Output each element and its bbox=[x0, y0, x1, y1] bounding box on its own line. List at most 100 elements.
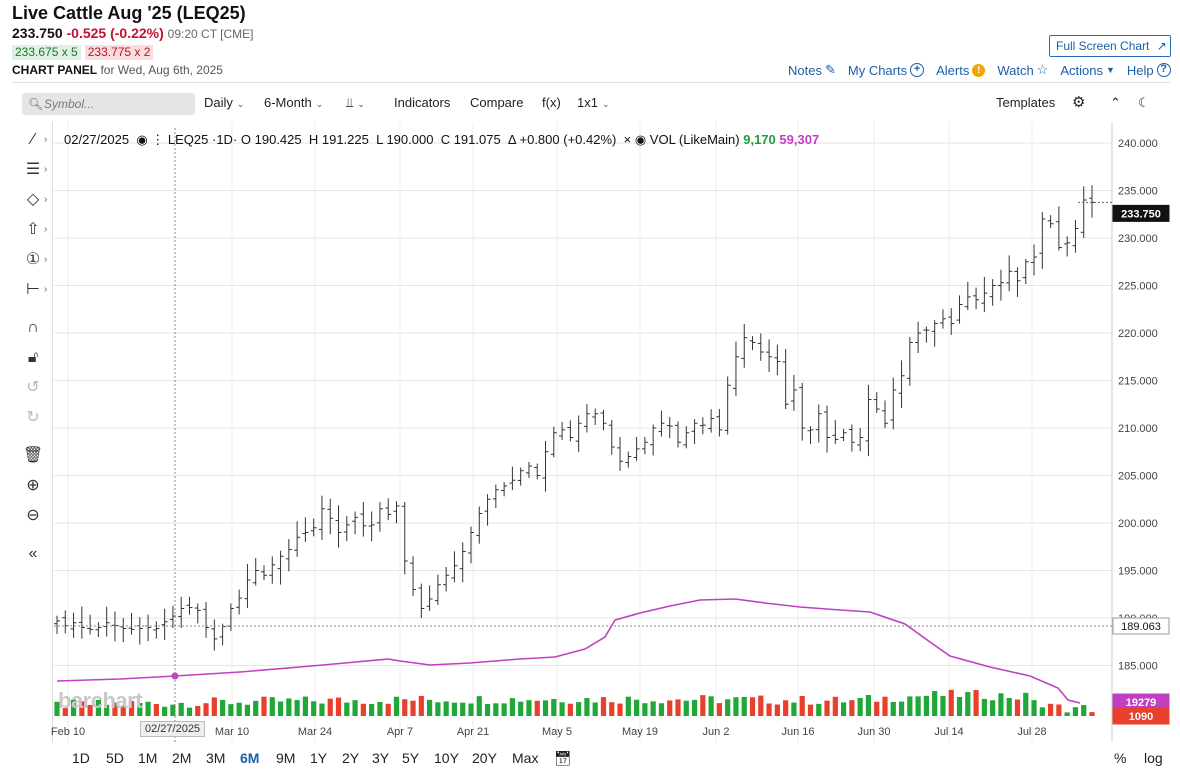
x-tick-label: Jul 28 bbox=[1017, 726, 1046, 738]
volume-bar bbox=[377, 702, 383, 716]
magnet-icon[interactable]: ∩ bbox=[27, 319, 39, 336]
legend-low: L 190.000 bbox=[376, 132, 434, 147]
notes-link[interactable]: Notes ✎ bbox=[788, 62, 836, 78]
redo-icon[interactable]: ↻ bbox=[26, 409, 40, 426]
legend-close: C 191.075 bbox=[440, 132, 501, 147]
layout-dropdown[interactable]: 1x1 ⌄ bbox=[577, 95, 610, 110]
range-button-5d[interactable]: 5D bbox=[106, 750, 124, 766]
range-button-10y[interactable]: 10Y bbox=[434, 750, 459, 766]
collapse-up-icon[interactable]: ⌃ bbox=[1110, 95, 1121, 110]
collapse-panel-icon[interactable]: « bbox=[28, 545, 38, 562]
volume-bar bbox=[120, 705, 126, 716]
volume-bar bbox=[725, 699, 731, 716]
help-icon: ? bbox=[1156, 63, 1171, 77]
volume-bar bbox=[617, 703, 623, 716]
volume-bar bbox=[319, 703, 325, 716]
volume-bar bbox=[435, 702, 441, 716]
volume-bar bbox=[385, 703, 391, 716]
volume-bar bbox=[741, 696, 747, 716]
range-button-3m[interactable]: 3M bbox=[206, 750, 226, 766]
watch-link[interactable]: Watch ☆ bbox=[997, 62, 1048, 78]
full-screen-label: Full Screen Chart bbox=[1056, 39, 1150, 53]
range-button-9m[interactable]: 9M bbox=[276, 750, 296, 766]
unlock-icon[interactable]: 🔓︎ bbox=[27, 349, 39, 366]
volume-bar bbox=[708, 696, 714, 716]
volume-bar bbox=[1031, 700, 1037, 716]
full-screen-chart-button[interactable]: Full Screen Chart ↗ bbox=[1049, 35, 1171, 57]
interval-dropdown[interactable]: Daily ⌄ bbox=[204, 95, 244, 110]
annotation-tool-icon[interactable]: ① › bbox=[25, 251, 48, 268]
range-button-1d[interactable]: 1D bbox=[72, 750, 90, 766]
volume-bar bbox=[1006, 698, 1012, 716]
legend-vol-avg: 59,307 bbox=[779, 132, 820, 147]
actions-menu[interactable]: Actions ▼ bbox=[1060, 62, 1115, 78]
y-tick-label: 200.000 bbox=[1118, 518, 1158, 530]
help-link[interactable]: Help? bbox=[1127, 62, 1171, 78]
range-button-2m[interactable]: 2M bbox=[172, 750, 192, 766]
volume-bar bbox=[360, 703, 366, 716]
range-button-1m[interactable]: 1M bbox=[138, 750, 158, 766]
range-button-1y[interactable]: 1Y bbox=[310, 750, 328, 766]
volume-bar bbox=[1056, 704, 1062, 716]
more-dots-icon[interactable]: ⋮ bbox=[151, 132, 165, 147]
calendar-icon[interactable]: 📅︎ bbox=[554, 750, 572, 766]
alerts-link[interactable]: Alerts! bbox=[936, 62, 986, 78]
volume-bar bbox=[981, 698, 987, 716]
range-button-2y[interactable]: 2Y bbox=[342, 750, 360, 766]
alert-icon: ! bbox=[972, 63, 986, 77]
templates-button[interactable]: Templates bbox=[996, 95, 1056, 110]
volume-bar bbox=[277, 701, 284, 716]
percent-scale-button[interactable]: % bbox=[1114, 750, 1127, 766]
symbol-search-input[interactable]: 🔍︎ Symbol... bbox=[22, 93, 195, 115]
volume-bar bbox=[559, 702, 565, 716]
close-icon[interactable]: × bbox=[623, 132, 632, 147]
volume-bar bbox=[427, 699, 433, 716]
watch-label: Watch bbox=[997, 62, 1034, 78]
volume-ma-label: 19279 bbox=[1126, 697, 1157, 709]
log-scale-button[interactable]: log bbox=[1144, 750, 1163, 766]
volume-bar bbox=[87, 704, 93, 716]
eye-icon[interactable]: ◉ bbox=[136, 132, 148, 147]
volume-bar bbox=[841, 702, 847, 716]
dark-mode-moon-icon[interactable]: ☾ bbox=[1138, 95, 1150, 110]
fib-tool-icon[interactable]: ☰ › bbox=[25, 161, 48, 178]
function-button[interactable]: f(x) bbox=[542, 95, 561, 110]
arrow-tool-icon[interactable]: ⇧ › bbox=[26, 221, 48, 238]
volume-bar bbox=[642, 703, 648, 716]
legend-high: H 191.225 bbox=[308, 132, 369, 147]
range-dropdown[interactable]: 6-Month ⌄ bbox=[264, 95, 323, 110]
eye-icon[interactable]: ◉ bbox=[634, 132, 647, 147]
measure-tool-icon[interactable]: ⊢ › bbox=[26, 281, 48, 298]
volume-bar bbox=[195, 705, 201, 716]
pencil-icon: ✎ bbox=[824, 62, 836, 77]
range-button-3y[interactable]: 3Y bbox=[372, 750, 390, 766]
x-tick-label: May 19 bbox=[622, 726, 658, 738]
volume-bar bbox=[973, 690, 979, 716]
help-label: Help bbox=[1126, 62, 1154, 78]
volume-bar bbox=[418, 695, 424, 716]
settings-gear-icon[interactable]: ⚙ bbox=[1072, 94, 1086, 111]
volume-bar bbox=[1048, 703, 1054, 716]
volume-bar bbox=[509, 698, 515, 716]
indicators-button[interactable]: Indicators bbox=[394, 95, 451, 110]
volume-bar bbox=[1089, 712, 1095, 716]
line-tool-icon[interactable]: ∕ › bbox=[31, 131, 48, 148]
range-button-max[interactable]: Max bbox=[512, 750, 539, 766]
chart-type-dropdown[interactable]: ⫫ ⌄ bbox=[346, 95, 365, 111]
volume-bar bbox=[716, 703, 722, 716]
undo-icon[interactable]: ↺ bbox=[26, 379, 40, 396]
range-button-20y[interactable]: 20Y bbox=[472, 750, 497, 766]
compare-button[interactable]: Compare bbox=[470, 95, 524, 110]
volume-bar bbox=[327, 698, 333, 716]
zoom-out-icon[interactable]: ⊖ bbox=[26, 507, 40, 524]
shape-tool-icon[interactable]: ◇ › bbox=[26, 191, 48, 208]
trash-icon[interactable]: 🗑︎ bbox=[22, 447, 44, 464]
volume-bar bbox=[799, 695, 805, 716]
my-charts-link[interactable]: My Charts + bbox=[848, 62, 925, 78]
range-button-6m[interactable]: 6M bbox=[240, 750, 260, 766]
range-button-5y[interactable]: 5Y bbox=[402, 750, 420, 766]
zoom-in-icon[interactable]: ⊕ bbox=[26, 477, 40, 494]
volume-bar bbox=[691, 699, 698, 716]
volume-bar bbox=[294, 700, 300, 716]
